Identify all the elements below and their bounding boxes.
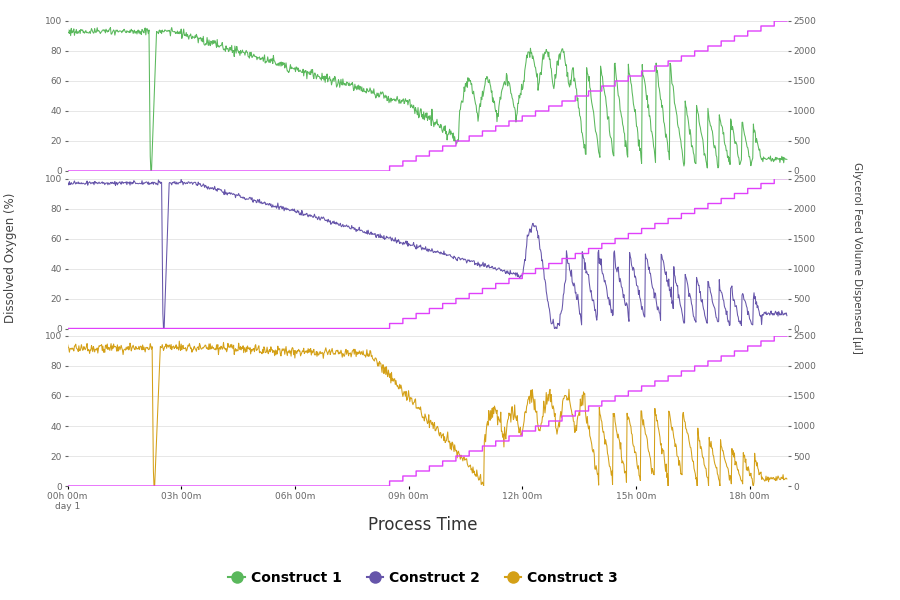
Text: Process Time: Process Time bbox=[368, 516, 478, 534]
X-axis label: process time: process time bbox=[392, 336, 464, 346]
Text: Glycerol Feed Volume Dispensed [µl]: Glycerol Feed Volume Dispensed [µl] bbox=[851, 162, 862, 354]
Legend: Construct 1, Construct 2, Construct 3: Construct 1, Construct 2, Construct 3 bbox=[223, 565, 623, 590]
Text: Dissolved Oxygen (%): Dissolved Oxygen (%) bbox=[4, 193, 17, 323]
